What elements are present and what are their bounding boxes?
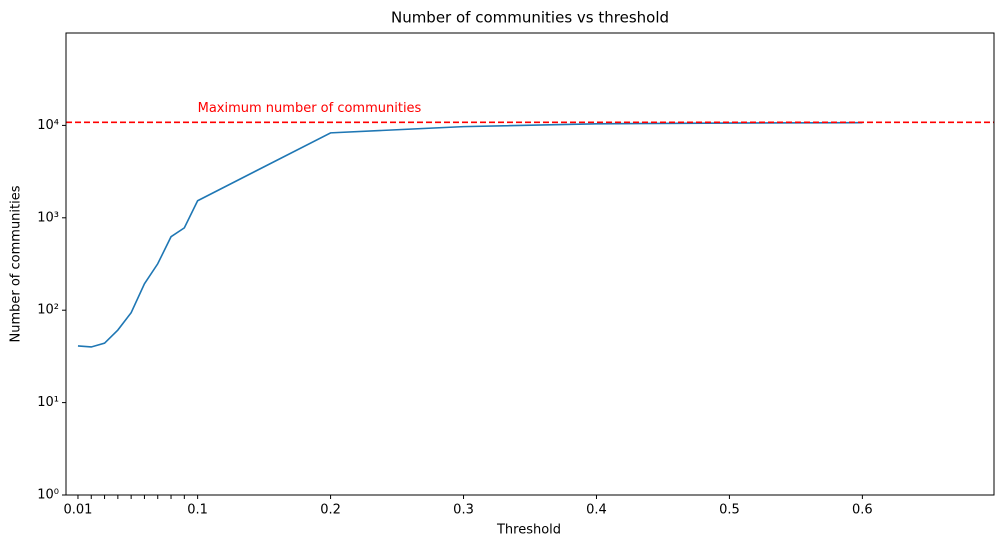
x-tick-label: 0.01: [63, 503, 92, 518]
x-tick-label: 0.5: [719, 503, 740, 518]
data-line: [77, 121, 863, 348]
chart-title: Number of communities vs threshold: [391, 9, 669, 27]
x-tick-label: 0.3: [453, 503, 474, 518]
y-tick-label: 10²: [37, 303, 59, 318]
x-tick-label: 0.1: [187, 503, 208, 518]
y-tick-label: 10⁴: [37, 118, 59, 133]
y-tick-label: 10⁰: [37, 488, 59, 503]
plot-frame: [65, 32, 995, 496]
x-tick-label: 0.6: [852, 503, 873, 518]
y-axis-label: Number of communities: [9, 185, 24, 342]
y-tick-label: 10³: [37, 210, 59, 225]
x-tick-label: 0.4: [586, 503, 607, 518]
y-tick-label: 10¹: [37, 395, 59, 410]
x-tick-label: 0.2: [320, 503, 341, 518]
x-axis-label: Threshold: [496, 523, 561, 538]
annotation: Maximum number of communities: [198, 101, 422, 116]
